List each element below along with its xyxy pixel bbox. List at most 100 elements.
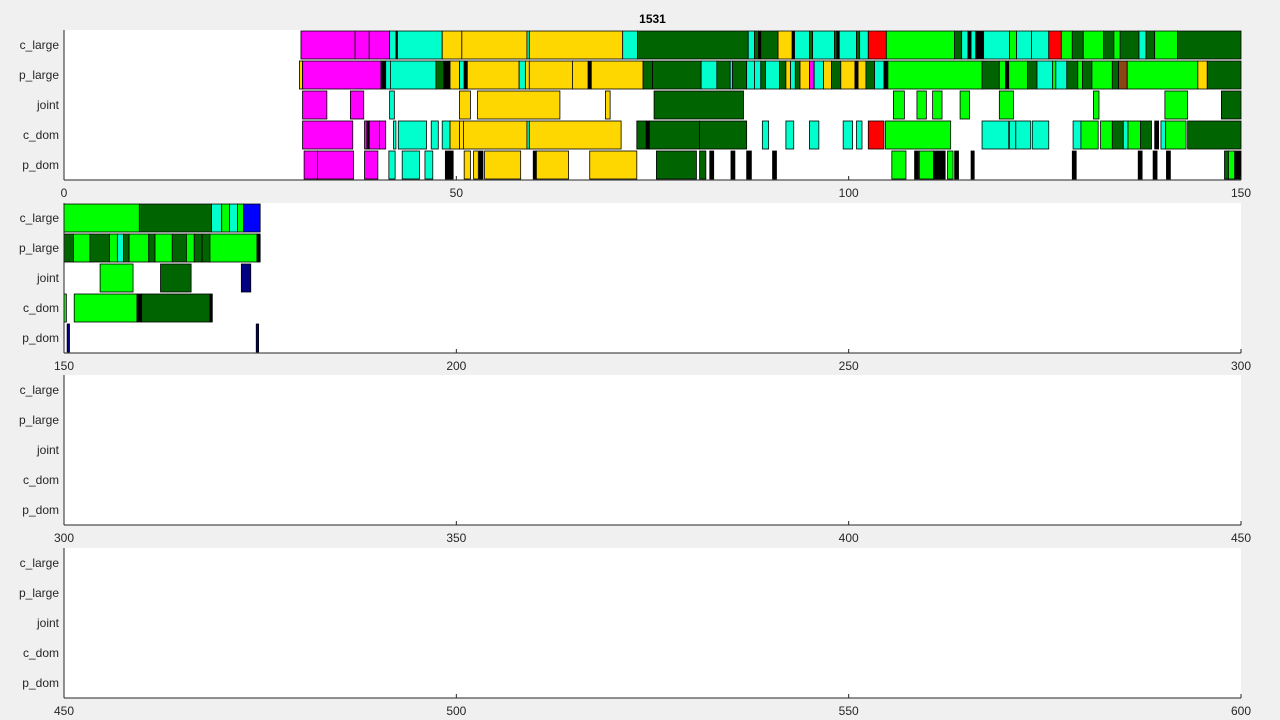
segment-p_dom [388, 150, 396, 180]
segment-p_large [794, 60, 801, 90]
segment-c_large [961, 30, 969, 60]
segment-p_large [732, 60, 748, 90]
row-label-c_dom: c_dom [23, 646, 59, 660]
segment-p_large [854, 60, 859, 90]
segment-p_large [256, 233, 261, 263]
segment-p_large [1066, 60, 1079, 90]
x-tick-label: 500 [446, 704, 466, 718]
segment-p_dom [1228, 150, 1236, 180]
segment-p_dom [303, 150, 318, 180]
row-label-c_large: c_large [20, 556, 60, 570]
segment-p_dom [656, 150, 697, 180]
segment-p_large [385, 60, 391, 90]
segment-p_large [652, 60, 702, 90]
segment-c_large [1016, 30, 1032, 60]
segment-joint [1093, 90, 1100, 120]
segment-c_large [354, 30, 370, 60]
segment-c_large [397, 30, 443, 60]
segment-c_large [221, 203, 230, 233]
segment-p_large [785, 60, 792, 90]
segment-p_large [109, 233, 118, 263]
segment-c_large [229, 203, 238, 233]
segment-p_dom [709, 150, 715, 180]
segment-p_large [459, 60, 465, 90]
segment-c_large [63, 203, 140, 233]
segment-c_large [867, 30, 887, 60]
segment-c_dom [209, 293, 213, 323]
row-label-p_dom: p_dom [22, 331, 59, 345]
row-label-c_large: c_large [20, 383, 60, 397]
segment-p_large [765, 60, 781, 90]
segment-p_dom [463, 150, 471, 180]
segment-c_dom [368, 120, 380, 150]
segment-c_large [138, 203, 212, 233]
segment-p_dom [535, 150, 569, 180]
segment-p_dom [1166, 150, 1171, 180]
segment-c_dom [73, 293, 138, 323]
segment-joint [653, 90, 744, 120]
segment-c_large [812, 30, 835, 60]
segment-c_large [954, 30, 963, 60]
segment-p_dom [936, 150, 946, 180]
segment-c_large [1113, 30, 1121, 60]
segment-p_large [73, 233, 91, 263]
segment-p_large [154, 233, 173, 263]
segment-p_large [590, 60, 644, 90]
segment-p_dom [746, 150, 752, 180]
segment-c_large [747, 30, 755, 60]
segment-c_large [1119, 30, 1140, 60]
segment-c_dom [856, 120, 863, 150]
segment-p_large [1111, 60, 1119, 90]
segment-p_large [1027, 60, 1038, 90]
segment-c_dom [302, 120, 354, 150]
segment-c_dom [1160, 120, 1167, 150]
segment-p_dom [970, 150, 975, 180]
segment-c_large [754, 30, 759, 60]
segment-c_large [637, 30, 749, 60]
segment-c_large [794, 30, 810, 60]
x-tick-label: 450 [54, 704, 74, 718]
segment-p_large [865, 60, 875, 90]
segment-p_large [1077, 60, 1083, 90]
x-tick-label: 100 [839, 186, 859, 200]
segment-p_dom [772, 150, 777, 180]
segment-c_dom [1031, 120, 1050, 150]
segment-c_dom [430, 120, 439, 150]
plot-area [64, 548, 1241, 698]
segment-joint [1164, 90, 1189, 120]
segment-p_large [209, 233, 258, 263]
segment-p_dom [66, 323, 70, 353]
segment-c_dom [636, 120, 647, 150]
row-label-c_large: c_large [20, 211, 60, 225]
row-label-p_large: p_large [19, 241, 59, 255]
segment-p_dom [954, 150, 959, 180]
segment-p_large [186, 233, 195, 263]
segment-p_dom [1234, 150, 1242, 180]
segment-p_large [1206, 60, 1242, 90]
segment-c_dom [1111, 120, 1124, 150]
segment-p_large [380, 60, 387, 90]
x-tick-label: 600 [1231, 704, 1251, 718]
plot-area [64, 375, 1241, 525]
segment-p_large [1008, 60, 1028, 90]
segment-p_dom [589, 150, 638, 180]
chart-title: 1531 [639, 12, 666, 26]
segment-c_dom [1080, 120, 1099, 150]
segment-p_large [298, 60, 303, 90]
segment-c_dom [441, 120, 451, 150]
segment-p_large [874, 60, 885, 90]
segment-c_dom [1154, 120, 1160, 150]
segment-p_large [799, 60, 810, 90]
segment-p_large [823, 60, 832, 90]
segment-joint [932, 90, 943, 120]
segment-p_dom [401, 150, 420, 180]
row-label-joint: joint [36, 98, 60, 112]
segment-joint [916, 90, 927, 120]
segment-p_large [1118, 60, 1128, 90]
segment-c_dom [459, 120, 464, 150]
segment-c_dom [1187, 120, 1242, 150]
